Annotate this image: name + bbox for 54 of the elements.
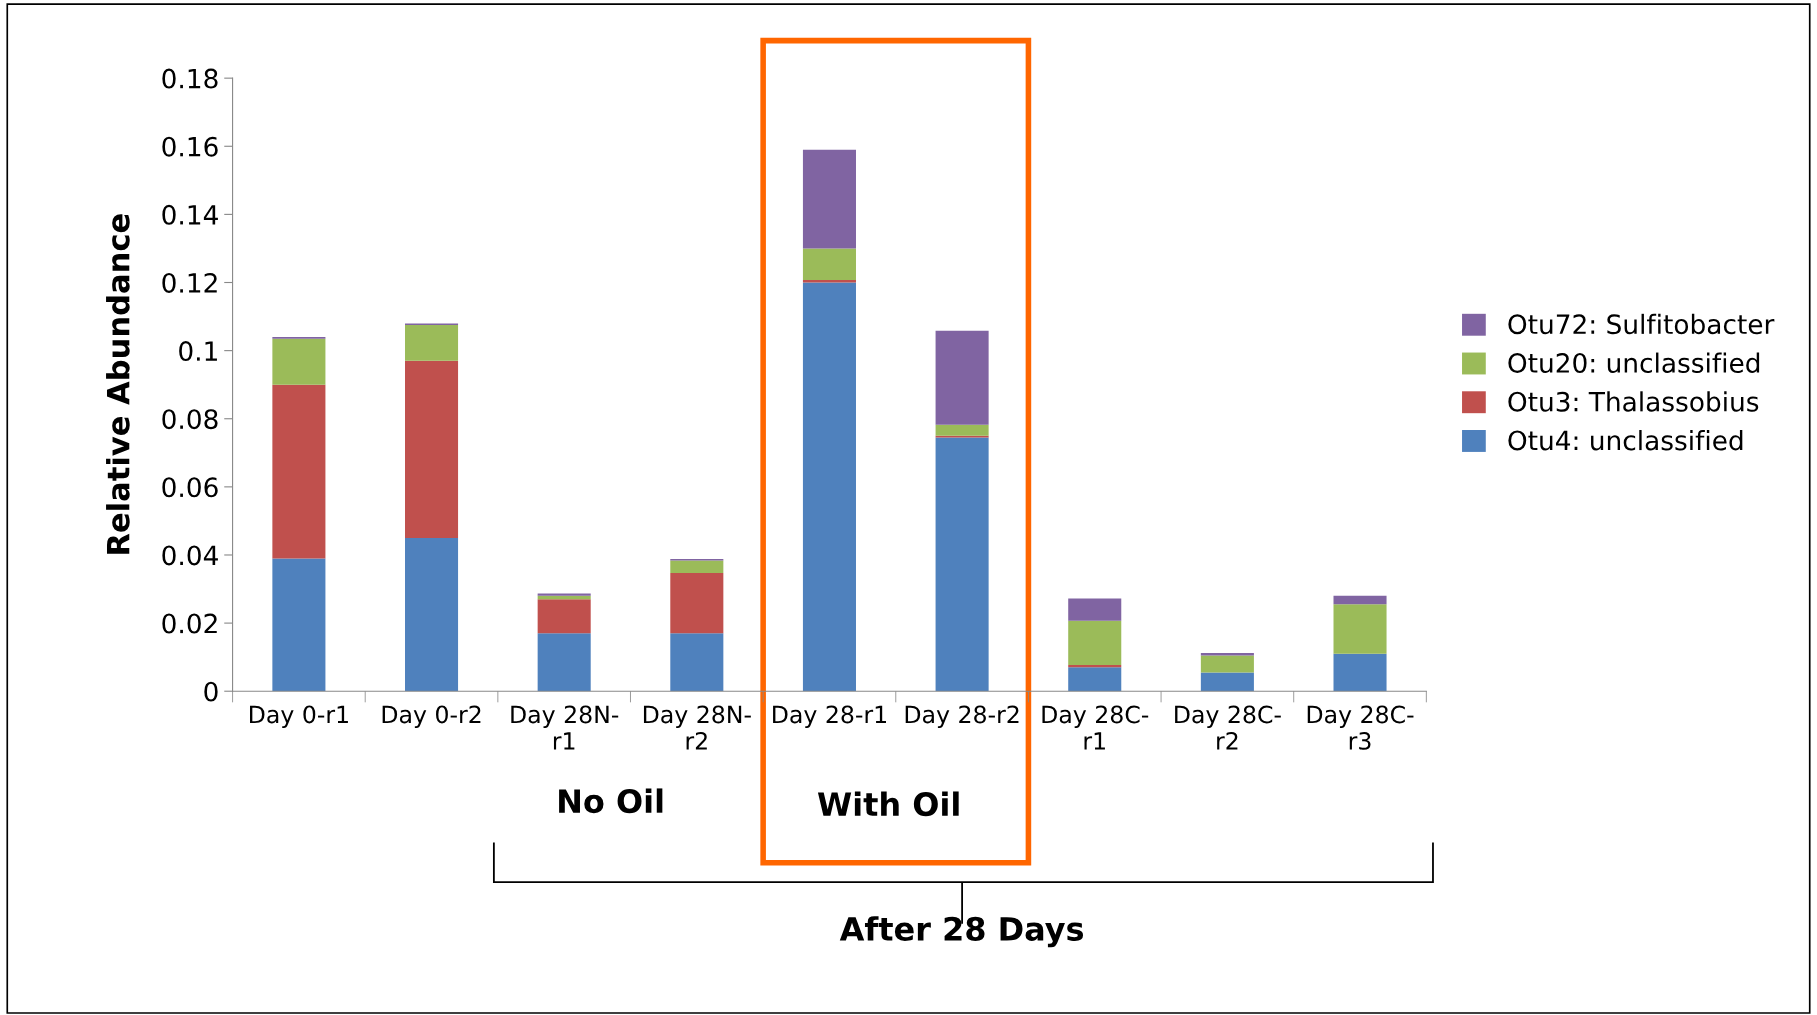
x-tick-label: Day 28C-r1 [1042, 705, 1149, 750]
bar [405, 325, 459, 361]
bar [537, 599, 591, 634]
bar [935, 424, 989, 436]
y-tick-label: 0.04 [162, 545, 218, 566]
x-tick-label: Day 28N-r2 [643, 705, 751, 750]
bar [405, 537, 459, 692]
x-tick-label: Day 28C-r3 [1307, 705, 1414, 750]
text: No Oil [559, 788, 663, 814]
x-tick-label: Day 28N-r1 [511, 705, 619, 750]
y-tick-label: 0.08 [162, 409, 218, 430]
bar [537, 593, 591, 596]
bar [670, 633, 724, 692]
bar [935, 330, 989, 425]
text: After 28 Days [839, 916, 1084, 948]
y-tick-label: 0.18 [162, 68, 218, 89]
y-tick-label: 0.1 [179, 341, 217, 362]
bar [1333, 653, 1387, 692]
legend-label: Otu72: Sulfitobacter [1508, 313, 1775, 335]
bar [1200, 655, 1254, 673]
y-axis-title: Relative Abundance [106, 214, 130, 554]
x-tick-label: Day 0-r1 [250, 705, 348, 728]
legend-label: Otu4: unclassified [1508, 430, 1743, 451]
legend-label: Otu20: unclassified [1508, 352, 1760, 373]
bar [1333, 604, 1387, 654]
x-tick-label: Day 28C-r2 [1175, 705, 1281, 750]
y-tick-label: 0 [204, 681, 218, 702]
y-tick-label: 0.06 [162, 477, 218, 498]
legend-label: Otu3: Thalassobius [1508, 391, 1759, 412]
bar [670, 560, 724, 574]
bar [272, 384, 326, 559]
bar [1068, 598, 1122, 621]
bar [1068, 667, 1122, 692]
bar [272, 338, 326, 385]
x-tick-label: Day 28-r1 [773, 705, 886, 728]
text: With Oil [817, 791, 959, 817]
bar [802, 280, 856, 283]
x-tick-label: Day 28-r2 [905, 705, 1019, 728]
y-tick-label: 0.16 [162, 136, 218, 157]
bar [802, 248, 856, 281]
bar [1200, 672, 1254, 692]
bar [537, 633, 591, 692]
bar [802, 149, 856, 249]
bar [1333, 595, 1387, 605]
y-tick-label: 0.14 [162, 204, 218, 225]
bar [802, 282, 856, 692]
y-tick-label: 0.12 [162, 272, 217, 293]
bar [272, 558, 326, 692]
x-tick-label: Day 0-r2 [382, 705, 481, 728]
bar [1068, 620, 1122, 665]
bar [670, 573, 724, 634]
y-tick-label: 0.02 [162, 613, 217, 634]
bar [935, 437, 989, 692]
bar [405, 360, 459, 538]
